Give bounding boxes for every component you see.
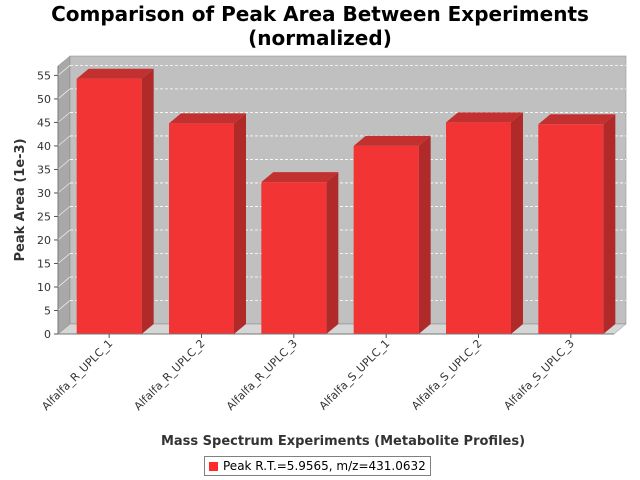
y-tick-label: 40 [37, 140, 51, 153]
bar [446, 122, 511, 334]
y-tick-label: 45 [37, 116, 51, 129]
gridline-side [57, 206, 71, 217]
y-axis-ticks: 0 5 10 15 20 25 30 35 40 45 50 55 [37, 69, 58, 341]
bar [261, 182, 327, 334]
bar-top [76, 68, 154, 79]
y-tick-label: 25 [37, 210, 51, 223]
chart-title-line2: (normalized) [248, 26, 392, 50]
chart-title-line1: Comparison of Peak Area Between Experime… [51, 2, 589, 26]
y-tick-label: 55 [37, 69, 51, 82]
bar-side [234, 113, 246, 334]
x-axis-label: Mass Spectrum Experiments (Metabolite Pr… [161, 434, 525, 449]
bar-side [511, 112, 523, 334]
x-axis-ticks: Alfalfa_R_UPLC_1 Alfalfa_R_UPLC_2 Alfalfa_… [39, 334, 577, 413]
legend-label: Peak R.T.=5.9565, m/z=431.0632 [223, 459, 426, 473]
y-axis-label: Peak Area (1e-3) [13, 138, 28, 261]
y-tick-label: 20 [37, 234, 51, 247]
x-tick-label: Alfalfa_R_UPLC_3 [224, 337, 300, 413]
gridline-side [57, 88, 71, 100]
bar-side [418, 135, 431, 334]
bar-top [169, 113, 246, 124]
y-tick-label: 15 [37, 257, 51, 270]
y-tick-label: 30 [37, 187, 51, 200]
legend: Peak R.T.=5.9565, m/z=431.0632 [204, 456, 431, 476]
gridline-side [57, 135, 71, 147]
gridline-side [57, 182, 71, 194]
bar-side [326, 172, 339, 334]
gridline-side [57, 300, 71, 311]
gridline-side [57, 276, 71, 288]
gridline-side [57, 159, 71, 170]
x-tick-label: Alfalfa_R_UPLC_1 [39, 337, 115, 413]
y-tick-label: 50 [37, 93, 51, 106]
gridlines [57, 65, 626, 311]
legend-swatch [209, 461, 218, 471]
gridline-side [57, 112, 71, 123]
chart-title: Comparison of Peak Area Between Experime… [0, 2, 640, 50]
gridline-side [57, 65, 71, 76]
y-tick-label: 5 [44, 304, 51, 317]
x-tick-label: Alfalfa_R_UPLC_2 [132, 337, 208, 413]
bar-top [353, 135, 431, 146]
gridline-side [57, 253, 71, 264]
plot-back-wall [69, 55, 627, 325]
y-tick-label: 35 [37, 163, 51, 176]
bar-top [446, 112, 523, 123]
x-tick-label: Alfalfa_S_UPLC_2 [409, 337, 485, 413]
y-tick-label: 0 [44, 328, 51, 341]
bar [169, 123, 234, 334]
bar-side [141, 68, 154, 335]
gridline-side [57, 229, 71, 241]
y-tick-label: 10 [37, 281, 51, 294]
x-tick-label: Alfalfa_S_UPLC_1 [317, 337, 393, 413]
bars [76, 68, 616, 335]
bar [76, 78, 142, 335]
axes [57, 66, 614, 335]
bar-top [538, 114, 616, 125]
bar [353, 145, 419, 334]
bar [538, 124, 604, 334]
bar-side [603, 114, 616, 334]
bar-top [261, 172, 339, 183]
x-tick-label: Alfalfa_S_UPLC_3 [501, 337, 577, 413]
